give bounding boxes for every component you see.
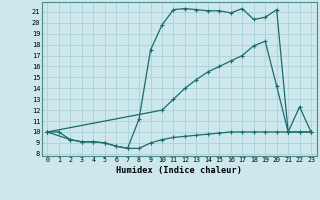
X-axis label: Humidex (Indice chaleur): Humidex (Indice chaleur) [116, 166, 242, 175]
